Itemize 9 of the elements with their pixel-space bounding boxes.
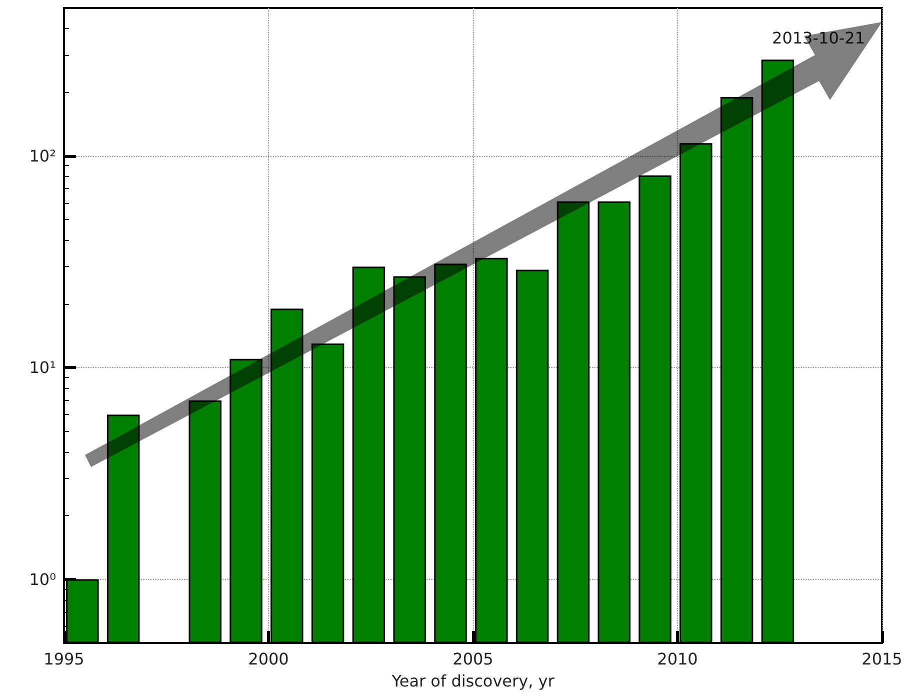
x-tick-label: 2015 (862, 650, 902, 668)
x-axis-title: Year of discovery, yr (390, 672, 555, 690)
x-tick-label: 2000 (248, 650, 289, 668)
y-tick-label: 10⁰ (29, 570, 56, 589)
x-tick-label: 2010 (657, 650, 698, 668)
y-tick-label: 10² (29, 146, 56, 166)
y-tick-label: 10¹ (29, 358, 56, 378)
x-tick-label: 2005 (452, 650, 494, 668)
x-tick-label: 1995 (44, 650, 84, 668)
